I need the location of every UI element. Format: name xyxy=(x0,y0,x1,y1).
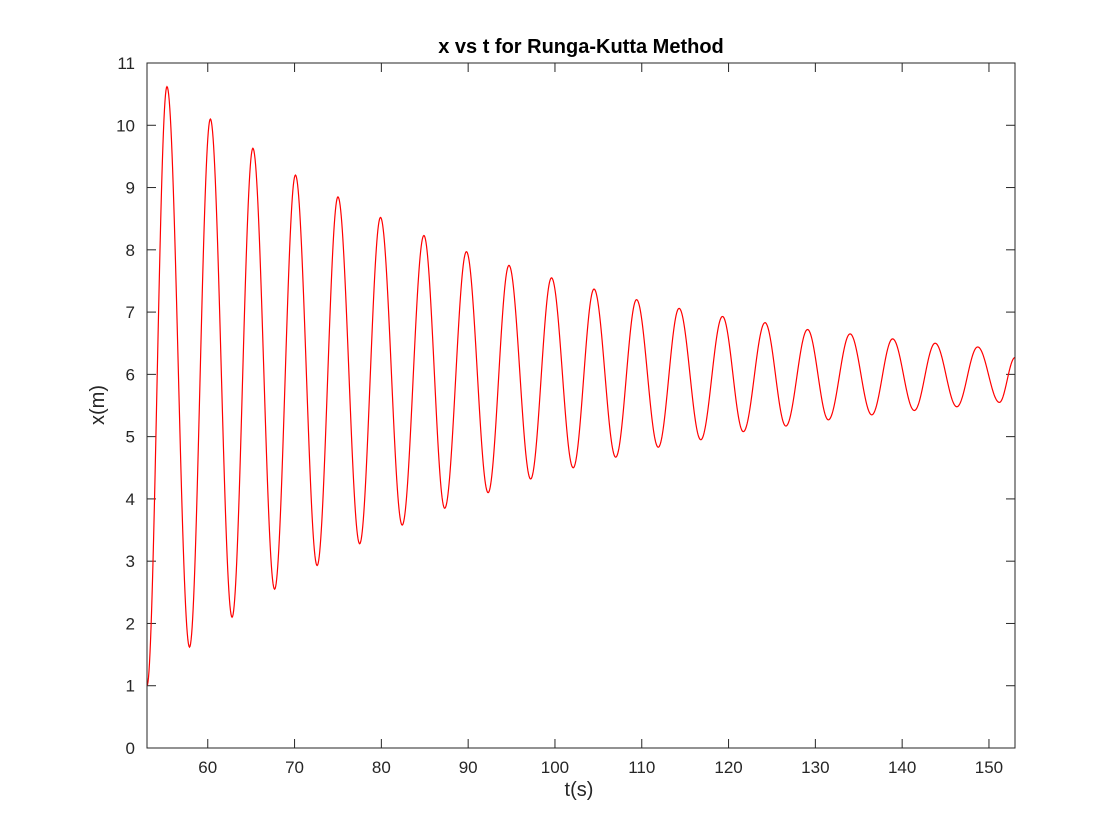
x-tick-label: 140 xyxy=(888,758,916,777)
x-tick-label: 150 xyxy=(975,758,1003,777)
x-tick-label: 110 xyxy=(628,758,655,777)
y-tick-label: 5 xyxy=(126,428,135,447)
y-tick-label: 9 xyxy=(126,179,135,198)
x-tick-labels: 60 70 80 90 100 110 120 130 140 150 xyxy=(198,758,1003,777)
x-tick-label: 70 xyxy=(285,758,304,777)
y-tick-label: 2 xyxy=(126,614,135,633)
series-line-x xyxy=(146,85,1016,687)
x-tick-label: 120 xyxy=(714,758,742,777)
y-tick-label: 3 xyxy=(126,552,135,571)
y-tick-label: 6 xyxy=(126,365,135,384)
y-tick-label: 0 xyxy=(126,739,135,758)
y-tick-labels: 0 1 2 3 4 5 6 7 8 9 10 11 xyxy=(116,54,135,758)
y-tick-label: 8 xyxy=(126,241,135,260)
x-axis-label: t(s) xyxy=(565,779,594,801)
x-tick-label: 80 xyxy=(372,758,391,777)
x-tick-label: 100 xyxy=(541,758,569,777)
y-tick-label: 11 xyxy=(117,54,135,73)
y-tick-label: 1 xyxy=(126,677,135,696)
y-tick-label: 10 xyxy=(116,116,135,135)
axes-box xyxy=(146,62,1016,749)
chart-title: x vs t for Runga-Kutta Method xyxy=(438,36,724,58)
x-tick-label: 130 xyxy=(801,758,829,777)
x-tick-label: 60 xyxy=(198,758,217,777)
y-tick-label: 4 xyxy=(126,490,135,509)
y-tick-label: 7 xyxy=(126,303,135,322)
x-tick-label: 90 xyxy=(459,758,478,777)
y-axis-label: x(m) xyxy=(87,385,109,425)
